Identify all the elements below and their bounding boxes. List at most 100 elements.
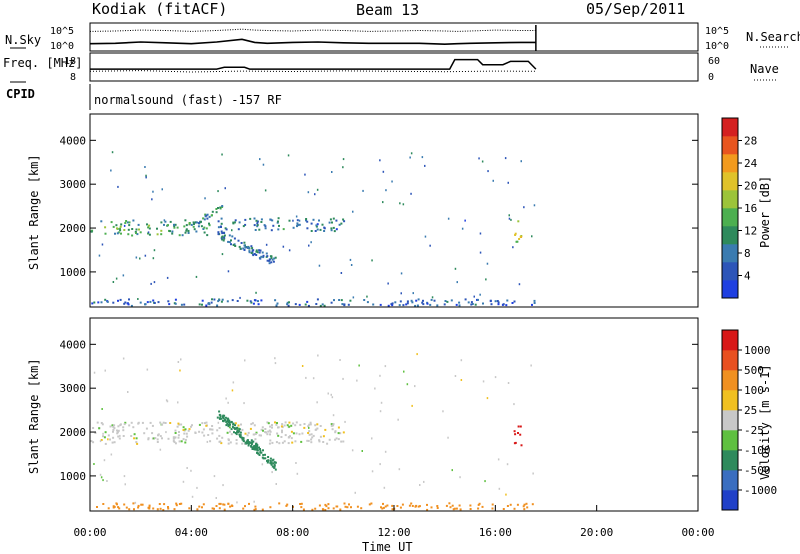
- heatmap-cell-127: [254, 229, 257, 231]
- heatmap-cell-74: [125, 220, 128, 222]
- heatmap-cell-428: [256, 444, 259, 447]
- date-title: 05/Sep/2011: [586, 0, 685, 18]
- heatmap-cell-134: [269, 439, 272, 442]
- heatmap-sparse-46: [282, 245, 285, 248]
- heatmap-cell-430: [256, 451, 258, 454]
- velocity-colorbar-swatch-1: [722, 470, 738, 491]
- heatmap-sparse-15: [506, 463, 509, 466]
- heatmap-sparse-10: [182, 480, 185, 483]
- heatmap-sparse-56: [295, 462, 297, 464]
- heatmap-cell-416: [257, 452, 260, 455]
- heatmap-cell-72: [206, 234, 209, 237]
- heatmap-cell-105: [184, 428, 187, 431]
- heatmap-sparse-46: [236, 501, 238, 504]
- heatmap-cell-419: [406, 302, 409, 305]
- heatmap-cell-257: [253, 424, 256, 427]
- heatmap-cell-341: [144, 303, 146, 306]
- heatmap-sparse-27: [356, 379, 358, 382]
- heatmap-cell-422: [343, 303, 346, 306]
- heatmap-cell-144: [283, 440, 286, 443]
- heatmap-cell-402: [149, 300, 152, 303]
- heatmap-cell-51: [219, 440, 222, 443]
- heatmap-cell-287: [247, 444, 250, 447]
- heatmap-sparse-78: [217, 190, 219, 193]
- heatmap-cell-35: [119, 227, 121, 230]
- heatmap-sparse-72: [111, 151, 114, 154]
- heatmap-cell-255: [261, 251, 264, 254]
- heatmap-cell-458: [167, 506, 169, 508]
- heatmap-cell-568: [253, 508, 256, 511]
- heatmap-cell-426: [421, 301, 424, 304]
- heatmap-cell-464: [452, 508, 455, 511]
- heatmap-cell-30: [174, 429, 177, 432]
- heatmap-sparse-36: [456, 281, 458, 284]
- heatmap-sparse-62: [391, 180, 393, 183]
- heatmap-sparse-18: [301, 365, 304, 367]
- heatmap-cell-405: [256, 449, 259, 452]
- heatmap-sparse-87: [296, 472, 299, 475]
- heatmap-cell-317: [259, 449, 262, 452]
- heatmap-cell-224: [294, 424, 297, 427]
- heatmap-cell-115: [326, 442, 329, 445]
- heatmap-cell-16: [337, 438, 340, 441]
- heatmap-sparse-79: [416, 353, 418, 356]
- heatmap-cell-144: [264, 227, 267, 230]
- heatmap-sparse-75: [275, 483, 277, 485]
- heatmap-cell-392: [258, 454, 261, 456]
- heatmap-cell-435: [459, 508, 462, 511]
- heatmap-cell-401: [306, 300, 309, 303]
- heatmap-cell-574: [436, 507, 439, 509]
- heatmap-cell-318: [490, 303, 493, 306]
- heatmap-cell-262: [227, 240, 230, 243]
- heatmap-cell-420: [341, 303, 344, 306]
- heatmap-cell-124: [335, 219, 338, 222]
- heatmap-cell-510: [112, 506, 115, 509]
- heatmap-cell-226: [316, 423, 319, 426]
- heatmap-cell-93: [92, 441, 95, 444]
- velocity-colorbar-label: Velocity [m s-1]: [758, 364, 772, 480]
- heatmap-sparse-24: [231, 229, 233, 232]
- heatmap-sparse-2: [150, 282, 152, 285]
- heatmap-cell-221: [295, 432, 298, 435]
- velocity-ytick-label-1: 2000: [60, 426, 87, 439]
- heatmap-cell-383: [269, 457, 272, 460]
- heatmap-sparse-48: [253, 500, 255, 503]
- velocity-colorbar-swatch-8: [722, 330, 738, 351]
- heatmap-cell-171: [316, 228, 319, 231]
- heatmap-cell-90: [164, 220, 167, 223]
- heatmap-cell-199: [233, 221, 236, 224]
- heatmap-cell-50: [116, 431, 119, 434]
- heatmap-cell-105: [202, 217, 205, 220]
- heatmap-sparse-86: [177, 361, 180, 363]
- heatmap-cell-509: [201, 506, 203, 509]
- heatmap-cell-166: [309, 421, 312, 424]
- heatmap-cell-454: [198, 505, 201, 508]
- heatmap-cell-109: [221, 205, 224, 207]
- heatmap-cell-116: [219, 206, 222, 209]
- heatmap-cell-460: [137, 504, 140, 507]
- heatmap-sparse-87: [224, 187, 226, 190]
- heatmap-cell-502: [102, 503, 105, 505]
- velocity-colorbar-label-6: -500: [744, 464, 771, 477]
- heatmap-cell-386: [275, 304, 278, 307]
- heatmap-sparse-30: [507, 181, 509, 184]
- heatmap-cell-190: [232, 221, 235, 224]
- heatmap-cell-400: [406, 300, 409, 303]
- heatmap-sparse-38: [384, 365, 387, 368]
- heatmap-cell-74: [102, 435, 104, 438]
- power-colorbar-label-3: 16: [744, 202, 757, 215]
- heatmap-sparse-0: [161, 188, 163, 191]
- heatmap-cell-391: [117, 299, 119, 302]
- power-colorbar-swatch-7: [722, 154, 738, 173]
- heatmap-sparse-17: [399, 202, 401, 205]
- heatmap-sparse-28: [513, 403, 515, 406]
- heatmap-cell-149: [216, 437, 219, 440]
- heatmap-sparse-68: [255, 291, 257, 294]
- heatmap-cell-490: [502, 508, 505, 510]
- heatmap-cell-54: [278, 442, 281, 445]
- heatmap-cell-244: [122, 429, 125, 432]
- heatmap-cell-267: [268, 258, 271, 261]
- heatmap-sparse-75: [163, 219, 166, 222]
- heatmap-cell-149: [292, 226, 295, 229]
- heatmap-cell-238: [307, 432, 310, 434]
